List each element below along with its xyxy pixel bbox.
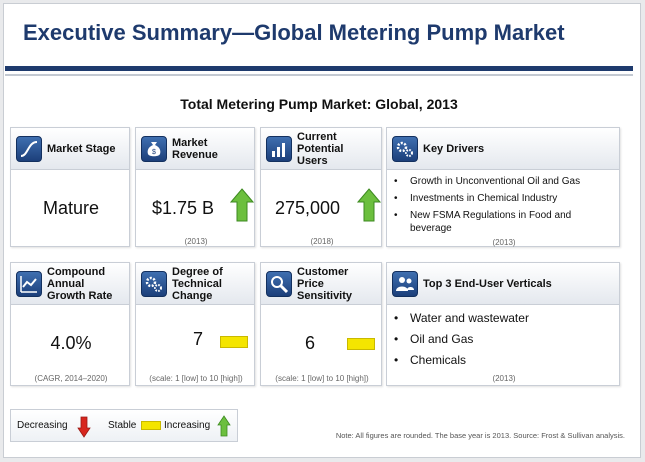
s-curve-icon — [16, 136, 42, 162]
potential-users-note: (2018) — [310, 237, 334, 246]
market-revenue-note: (2013) — [184, 237, 208, 246]
stable-bar-icon — [347, 338, 375, 350]
price-sensitivity-note: (scale: 1 [low] to 10 [high]) — [275, 374, 369, 383]
potential-users-value: 275,000 — [275, 198, 341, 218]
svg-text:$: $ — [152, 149, 156, 156]
tech-change-label: Degree of Technical Change — [172, 266, 223, 302]
list-item: Water and wastewater — [388, 311, 614, 325]
legend-decreasing-label: Decreasing — [17, 420, 68, 431]
increasing-arrow-icon — [217, 415, 231, 437]
potential-users-card: Current Potential Users 275,000 (2018) — [260, 127, 382, 247]
footnote: Note: All figures are rounded. The base … — [335, 431, 625, 440]
market-stage-label: Market Stage — [47, 143, 116, 155]
increasing-arrow-icon — [230, 188, 254, 222]
potential-users-label: Current Potential Users — [297, 131, 344, 167]
verticals-label: Top 3 End-User Verticals — [423, 278, 552, 290]
decreasing-arrow-icon — [77, 416, 91, 438]
stable-bar-icon — [220, 336, 248, 348]
cagr-label: Compound Annual Growth Rate — [47, 266, 113, 302]
legend-stable-label: Stable — [108, 420, 137, 431]
gears-icon — [141, 271, 167, 297]
market-stage-value: Mature — [42, 198, 100, 218]
trend-legend: Decreasing Stable Increasing — [10, 409, 238, 442]
verticals-note: (2013) — [492, 374, 516, 383]
tech-change-value: 7 — [193, 329, 204, 349]
verticals-list: Water and wastewater Oil and Gas Chemica… — [388, 311, 614, 374]
price-sensitivity-card: Customer Price Sensitivity 6 (scale: 1 [… — [260, 262, 382, 386]
page-title: Executive Summary—Global Metering Pump M… — [23, 20, 565, 45]
cagr-card: Compound Annual Growth Rate 4.0% (CAGR, … — [10, 262, 130, 386]
money-bag-icon: $ — [141, 136, 167, 162]
tech-change-card: Degree of Technical Change 7 (scale: 1 [… — [135, 262, 255, 386]
market-subtitle: Total Metering Pump Market: Global, 2013 — [180, 96, 458, 112]
list-item: Investments in Chemical Industry — [388, 192, 614, 205]
list-item: Oil and Gas — [388, 332, 614, 346]
line-chart-icon — [16, 271, 42, 297]
list-item: New FSMA Regulations in Food and beverag… — [388, 209, 614, 235]
bar-chart-icon — [266, 136, 292, 162]
gears-icon — [392, 136, 418, 162]
cagr-value: 4.0% — [50, 333, 92, 353]
market-stage-card: Market Stage Mature — [10, 127, 130, 247]
list-item: Growth in Unconventional Oil and Gas — [388, 175, 614, 188]
magnifier-icon — [266, 271, 292, 297]
price-sensitivity-value: 6 — [305, 333, 316, 353]
price-sensitivity-label: Customer Price Sensitivity — [297, 266, 353, 302]
key-drivers-list: Growth in Unconventional Oil and Gas Inv… — [388, 175, 614, 239]
people-icon — [392, 271, 418, 297]
stable-bar-icon — [141, 421, 161, 430]
tech-change-note: (scale: 1 [low] to 10 [high]) — [149, 374, 243, 383]
title-rule — [5, 66, 633, 71]
cagr-note: (CAGR, 2014–2020) — [34, 374, 108, 383]
legend-increasing-label: Increasing — [164, 420, 211, 431]
market-revenue-label: Market Revenue — [172, 137, 218, 161]
key-drivers-note: (2013) — [492, 238, 516, 247]
market-revenue-card: $ Market Revenue $1.75 B (2013) — [135, 127, 255, 247]
increasing-arrow-icon — [357, 188, 381, 222]
title-rule-secondary — [5, 74, 633, 76]
market-revenue-value: $1.75 B — [152, 198, 215, 218]
list-item: Chemicals — [388, 353, 614, 367]
key-drivers-label: Key Drivers — [423, 143, 485, 155]
